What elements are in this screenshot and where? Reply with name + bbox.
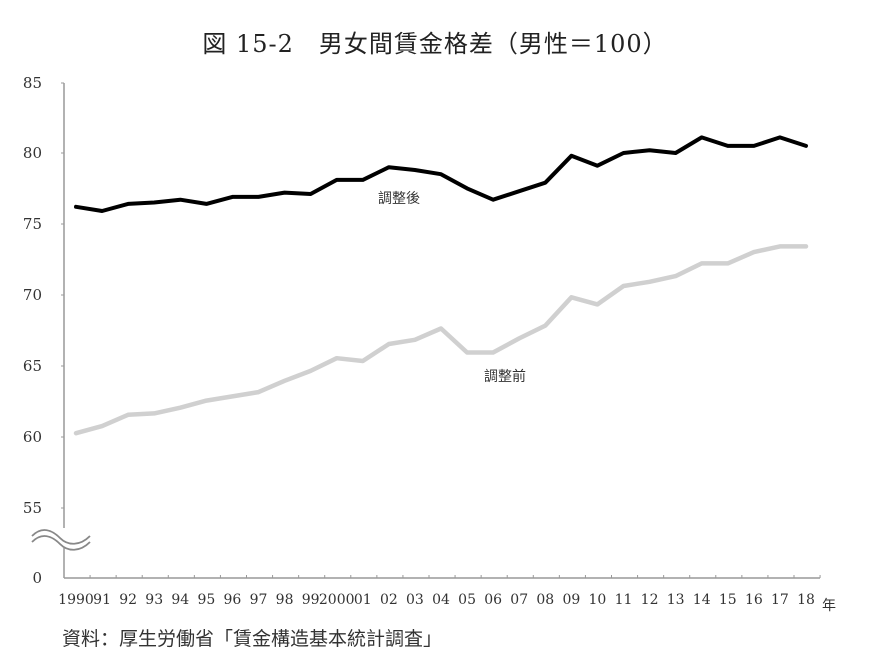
x-tick-label: 15 bbox=[719, 592, 737, 608]
series-line bbox=[73, 244, 809, 436]
x-tick-label: 97 bbox=[250, 592, 268, 608]
y-axis: 85 80 75 70 65 60 55 0 bbox=[23, 74, 65, 587]
x-tick-label: 92 bbox=[119, 592, 137, 608]
y-tick-label: 70 bbox=[23, 286, 42, 304]
x-tick-label: 95 bbox=[197, 592, 215, 608]
source-note: 資料：厚生労働省「賃金構造基本統計調査」 bbox=[62, 628, 443, 650]
x-tick-label: 2000 bbox=[319, 592, 355, 608]
x-tick-label: 18 bbox=[797, 592, 815, 608]
y-tick-label: 85 bbox=[23, 74, 42, 92]
chart-title: 図 15-2 男女間賃金格差（男性＝100） bbox=[202, 30, 668, 58]
x-tick-label: 99 bbox=[302, 592, 320, 608]
axis-break-icon bbox=[30, 529, 94, 551]
x-tick-label: 08 bbox=[536, 592, 554, 608]
x-tick-label: 98 bbox=[276, 592, 294, 608]
x-tick-label: 94 bbox=[171, 592, 189, 608]
x-tick-label: 91 bbox=[93, 592, 111, 608]
y-tick-label: 75 bbox=[23, 215, 42, 233]
x-tick-label: 1990 bbox=[58, 592, 94, 608]
x-tick-label: 96 bbox=[224, 592, 242, 608]
x-tick-label: 11 bbox=[615, 592, 633, 608]
x-axis-unit-label: 年 bbox=[822, 598, 836, 614]
series-lines bbox=[73, 135, 809, 436]
x-tick-label: 06 bbox=[484, 592, 502, 608]
x-tick-label: 04 bbox=[432, 592, 450, 608]
x-tick-label: 14 bbox=[693, 592, 711, 608]
series-label: 調整前 bbox=[484, 368, 526, 385]
axis-break-wave bbox=[31, 529, 91, 545]
x-tick-label: 07 bbox=[510, 592, 528, 608]
x-tick-label: 01 bbox=[354, 592, 372, 608]
x-tick-label: 93 bbox=[145, 592, 163, 608]
y-tick-label: 55 bbox=[23, 499, 42, 517]
y-tick-label: 80 bbox=[23, 144, 42, 162]
x-tick-label: 16 bbox=[745, 592, 763, 608]
y-tick-label: 0 bbox=[32, 569, 42, 587]
x-tick-label: 13 bbox=[667, 592, 685, 608]
series-label: 調整後 bbox=[378, 191, 420, 207]
axis-break-wave bbox=[31, 535, 91, 551]
x-tick-label: 09 bbox=[562, 592, 580, 608]
x-tick-label: 12 bbox=[641, 592, 659, 608]
y-tick-label: 65 bbox=[23, 357, 42, 375]
x-axis: 1990 91 92 93 94 95 96 97 98 99 2000 01 02 03 04 05 06 07… bbox=[58, 575, 836, 614]
x-tick-label: 02 bbox=[380, 592, 398, 608]
x-tick-label: 10 bbox=[589, 592, 607, 608]
x-tick-label: 03 bbox=[406, 592, 424, 608]
x-tick-label: 05 bbox=[458, 592, 476, 608]
y-tick-label: 60 bbox=[23, 428, 42, 446]
series-line bbox=[74, 135, 808, 213]
x-tick-label: 17 bbox=[771, 592, 789, 608]
